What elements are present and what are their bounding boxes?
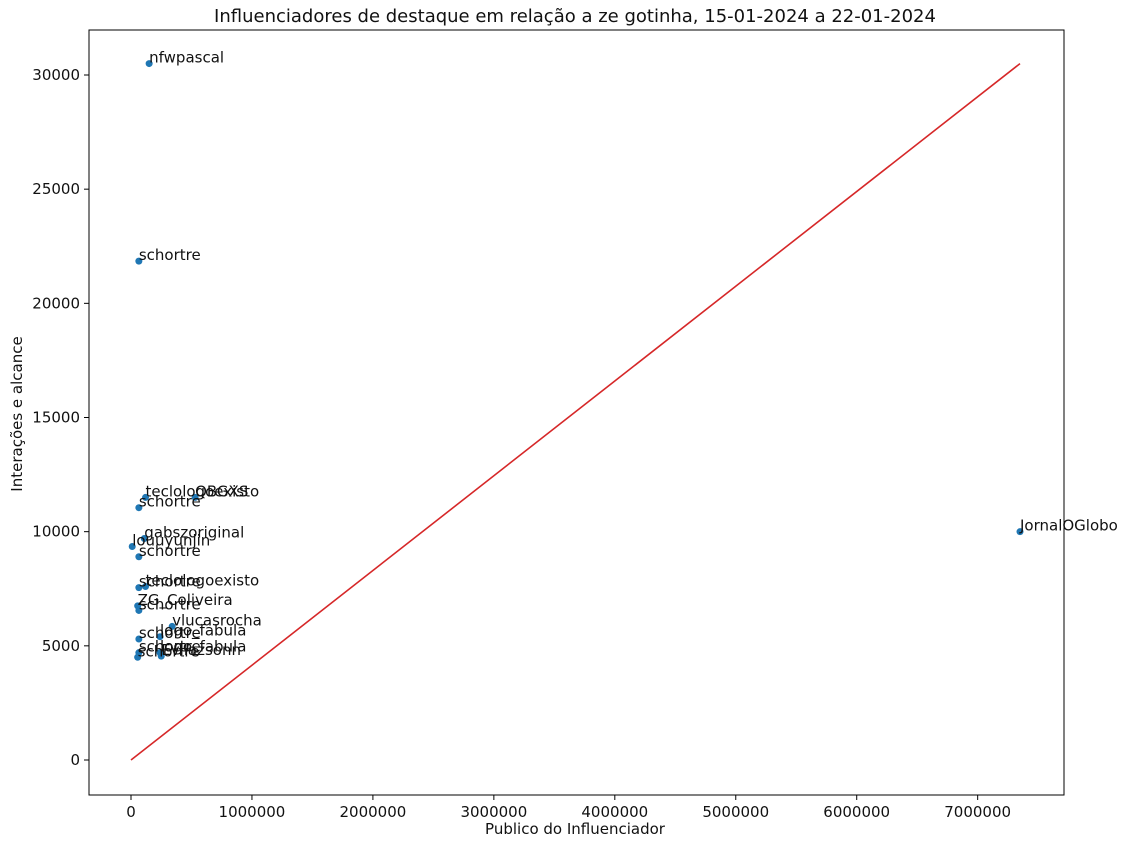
y-tick-label: 30000	[32, 66, 80, 84]
point-label: schortre	[139, 638, 201, 656]
point-label: gabszoriginal	[144, 524, 244, 542]
x-tick-label: 4000000	[581, 803, 648, 821]
data-point	[135, 606, 143, 614]
data-point	[134, 653, 142, 661]
y-tick-label: 10000	[32, 523, 80, 541]
data-point	[191, 493, 199, 501]
data-point	[157, 652, 165, 660]
point-label: schortre	[139, 624, 201, 642]
x-tick-label: 7000000	[944, 803, 1011, 821]
data-point	[145, 60, 153, 68]
data-point	[135, 257, 143, 265]
y-tick-label: 15000	[32, 409, 80, 427]
y-tick-label: 25000	[32, 180, 80, 198]
data-point	[142, 493, 150, 501]
point-label: nfwpascal	[149, 49, 224, 67]
chart-title: Influenciadores de destaque em relação a…	[214, 6, 936, 27]
point-label: teclologoexisto	[146, 482, 260, 500]
point-label: schortre	[139, 573, 201, 591]
point-label: logo_fabula	[160, 622, 246, 641]
data-point	[1016, 528, 1024, 536]
point-label: schortre	[139, 542, 201, 560]
data-point	[168, 622, 176, 630]
x-tick-label: 1000000	[219, 803, 286, 821]
x-tick-label: 3000000	[460, 803, 527, 821]
plot-frame	[88, 29, 1065, 796]
point-label: schortre	[138, 642, 200, 660]
x-tick-label: 5000000	[702, 803, 769, 821]
y-axis-label: Interações e alcance	[8, 336, 26, 491]
point-label: ZG_Coliveira	[138, 591, 233, 610]
point-label: schortre	[139, 595, 201, 613]
data-point	[135, 504, 143, 512]
point-label: schortre	[139, 493, 201, 511]
data-point	[135, 553, 143, 561]
y-tick-label: 0	[70, 751, 80, 769]
data-point	[135, 584, 143, 592]
point-label: logo_fabula	[160, 638, 246, 657]
data-point	[140, 535, 148, 543]
y-tick-label: 20000	[32, 294, 80, 312]
point-label: Evilazsonn	[161, 641, 241, 659]
data-point	[135, 635, 143, 643]
point-label: teclologoexisto	[146, 571, 260, 589]
data-point	[128, 543, 136, 551]
data-point	[142, 582, 150, 590]
x-tick-label: 6000000	[823, 803, 890, 821]
plot-area: 0 1000000 2000000 3000000 4000000 5000000 6000…	[32, 29, 1118, 821]
data-point	[156, 633, 164, 641]
x-axis-label: Publico do Influenciador	[485, 820, 666, 838]
point-label: vlucasrocha	[172, 611, 262, 629]
trend-line	[130, 62, 1021, 761]
y-tick-label: 5000	[42, 637, 80, 655]
point-label: JornalOGlobo	[1019, 517, 1118, 535]
x-tick-label: 0	[126, 803, 136, 821]
point-label: schortre	[139, 246, 201, 264]
point-label: louuyunjin	[132, 532, 210, 550]
point-label: QBGXS	[195, 482, 248, 500]
x-tick-label: 2000000	[339, 803, 406, 821]
